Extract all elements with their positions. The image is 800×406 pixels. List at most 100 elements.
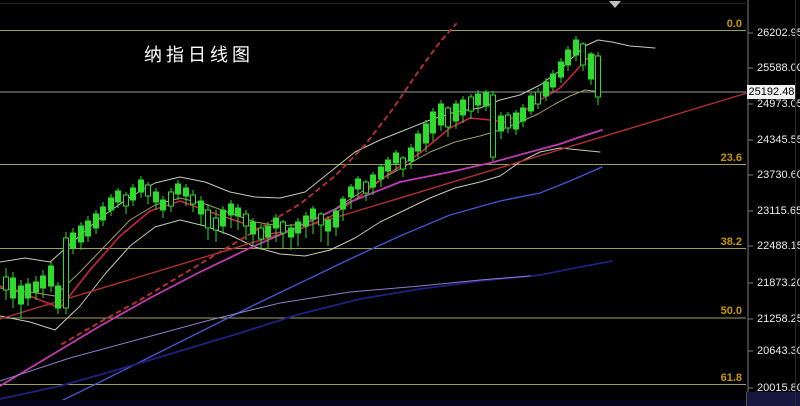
candle-body: [55, 285, 61, 309]
candle-body: [138, 179, 144, 193]
candle: [10, 272, 16, 308]
candle-body: [408, 147, 414, 162]
candle: [355, 176, 361, 199]
candle-body: [303, 215, 309, 227]
candle: [520, 104, 526, 127]
candle-body: [108, 197, 114, 211]
candle: [423, 120, 429, 152]
candle: [213, 210, 219, 242]
axis-price-label: 24973.05: [757, 98, 800, 110]
candle: [108, 194, 114, 216]
axis-price-label: 25588.00: [757, 62, 800, 74]
candle-body: [460, 99, 466, 116]
candle-body: [10, 277, 16, 299]
candle-body: [78, 225, 84, 243]
fib-level-label: 23.6: [720, 151, 742, 164]
candle-body: [183, 187, 189, 197]
candle-body: [48, 265, 54, 287]
candle-body: [295, 221, 301, 234]
candle-body: [363, 181, 369, 194]
candle-body: [265, 225, 271, 238]
candle-body: [333, 210, 339, 228]
candle-body: [228, 203, 234, 216]
window-right-border: [795, 0, 796, 406]
candle: [138, 176, 144, 198]
candle: [408, 144, 414, 169]
candle-body: [438, 103, 444, 126]
candle-body: [33, 281, 39, 293]
candle-body: [213, 217, 219, 231]
candle: [445, 106, 451, 137]
candle: [78, 222, 84, 250]
candle: [415, 130, 421, 159]
candle: [318, 212, 324, 242]
axis-price-label: 23115.65: [757, 205, 800, 217]
candle: [580, 42, 586, 71]
candle: [160, 196, 166, 218]
candle-body: [588, 53, 594, 80]
candle-body: [100, 206, 106, 221]
candle: [130, 184, 136, 206]
axis-price-label: 24345.55: [757, 134, 800, 146]
candle-body: [393, 152, 399, 164]
candle: [490, 91, 496, 161]
candle: [243, 210, 249, 240]
candle-body: [558, 61, 564, 78]
candle-body: [318, 213, 324, 226]
candle: [100, 202, 106, 226]
candle-body: [370, 174, 376, 188]
candle: [498, 112, 504, 139]
fib-level-label: 0.0: [726, 17, 742, 30]
candle-body: [130, 187, 136, 201]
candle-body: [340, 198, 346, 210]
candle: [18, 280, 24, 318]
candle: [310, 206, 316, 234]
candle: [430, 108, 436, 141]
candle-body: [235, 207, 241, 217]
candle: [145, 182, 151, 204]
candle-body: [190, 194, 196, 205]
candle: [333, 208, 339, 236]
candle-body: [220, 209, 226, 227]
candle: [70, 228, 76, 254]
candle: [513, 110, 519, 135]
candle-body: [513, 112, 519, 130]
candle: [588, 52, 594, 85]
candle: [205, 204, 211, 240]
candle: [468, 94, 474, 119]
ma-blue: [54, 166, 603, 405]
candle-body: [115, 190, 121, 203]
candle-body: [145, 184, 151, 197]
candle: [438, 100, 444, 131]
candle-body: [85, 220, 91, 237]
candle-body: [63, 237, 69, 309]
candle: [595, 52, 601, 105]
ma-fast-red: [0, 54, 602, 309]
candle: [385, 157, 391, 179]
candle-body: [475, 93, 481, 106]
bollinger-lower: [0, 147, 601, 331]
candle: [550, 70, 556, 93]
candle-body: [325, 219, 331, 232]
trendline-red-dashed: [61, 23, 457, 345]
candle-body: [258, 227, 264, 240]
candle-body: [3, 276, 9, 291]
candle: [220, 206, 226, 234]
candle: [25, 278, 31, 306]
candle: [123, 192, 129, 214]
price-axis[interactable]: 26202.95 25588.00 24973.05 24345.55 23730.60…: [748, 0, 800, 400]
candle: [348, 184, 354, 209]
candle: [370, 172, 376, 195]
candle-body: [175, 183, 181, 195]
candle: [33, 276, 39, 300]
candle-body: [25, 283, 31, 299]
candle: [63, 232, 69, 314]
trendline-red: [0, 92, 748, 320]
candle-body: [505, 114, 511, 129]
candle: [505, 112, 511, 133]
candle-body: [280, 221, 286, 234]
candle-body: [273, 217, 279, 229]
candle-body: [565, 49, 571, 66]
candle-body: [535, 91, 541, 105]
